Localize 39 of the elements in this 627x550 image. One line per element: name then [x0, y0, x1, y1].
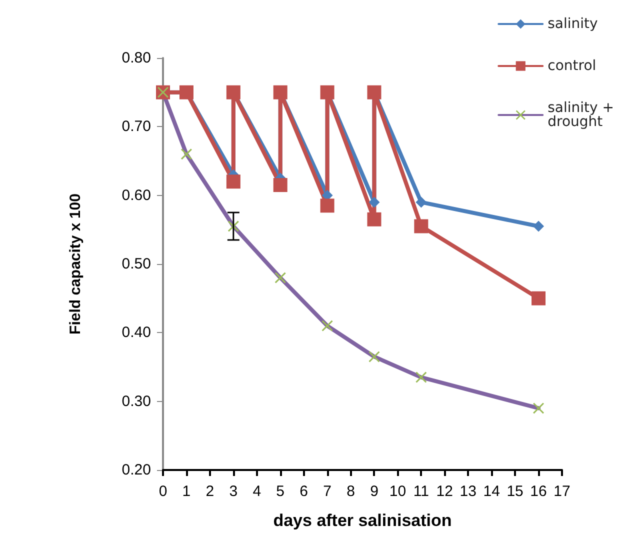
- x-tick-label: 13: [460, 483, 476, 500]
- legend-label: control: [548, 58, 596, 74]
- legend-label: salinity: [548, 16, 598, 32]
- y-tick-label: 0.30: [122, 392, 151, 410]
- point: [532, 291, 546, 306]
- x-tick-label: 4: [252, 483, 262, 500]
- x-tick-label: 16: [530, 483, 547, 500]
- y-tick-label: 0.40: [122, 324, 151, 342]
- x-tick-label: 14: [483, 483, 500, 500]
- x-tick-label: 10: [389, 483, 406, 500]
- point: [368, 196, 380, 208]
- point: [367, 212, 382, 226]
- x-axis-title: days after salinisation: [273, 511, 452, 530]
- x-tick-label: 2: [206, 483, 214, 500]
- y-tick-label: 0.70: [122, 118, 151, 136]
- x-tick-label: 12: [436, 483, 453, 500]
- y-axis-title: Field capacity x 100: [67, 194, 84, 334]
- point: [273, 178, 288, 192]
- point: [226, 174, 240, 189]
- x-tick-label: 7: [323, 483, 332, 500]
- y-tick-label: 0.20: [122, 462, 151, 478]
- y-tick-label: 0.80: [122, 50, 151, 66]
- point: [416, 196, 427, 208]
- point: [320, 198, 334, 213]
- x-tick-label: 9: [370, 483, 378, 500]
- x-tick-label: 11: [413, 483, 429, 500]
- x-tick-label: 17: [554, 483, 570, 500]
- x-tick-label: 15: [506, 483, 524, 500]
- legend-label: salinity + drought: [548, 100, 614, 130]
- x-tick-label: 5: [276, 483, 285, 500]
- x-tick-label: 1: [182, 483, 191, 500]
- y-tick-label: 0.60: [122, 186, 151, 204]
- point: [414, 219, 428, 234]
- y-tick-label: 0.50: [122, 256, 151, 272]
- x-tick-label: 8: [346, 483, 355, 500]
- point: [533, 220, 544, 232]
- x-tick-label: 0: [158, 483, 168, 500]
- x-tick-label: 6: [300, 483, 308, 500]
- x-tick-label: 3: [229, 483, 238, 500]
